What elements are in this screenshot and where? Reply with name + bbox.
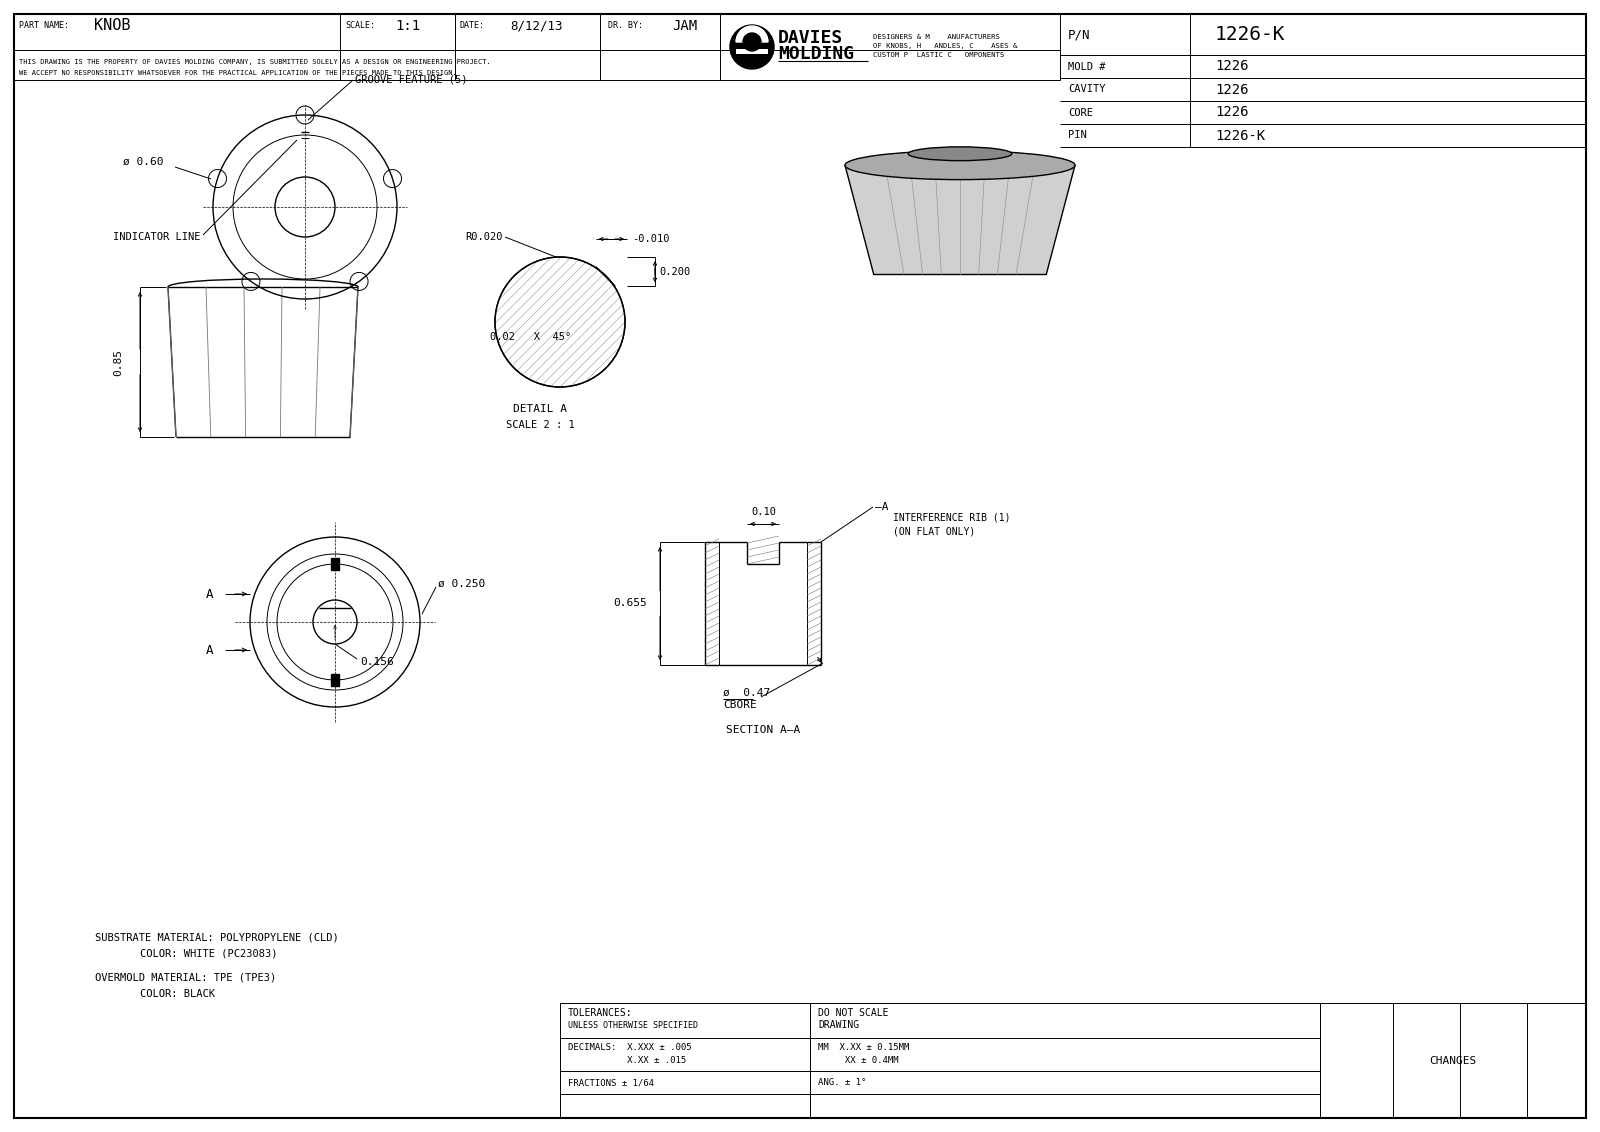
Text: UNLESS OTHERWISE SPECIFIED: UNLESS OTHERWISE SPECIFIED — [568, 1021, 698, 1030]
Text: DECIMALS:  X.XXX ± .005: DECIMALS: X.XXX ± .005 — [568, 1043, 691, 1052]
Circle shape — [494, 257, 626, 387]
Text: WE ACCEPT NO RESPONSIBILITY WHATSOEVER FOR THE PRACTICAL APPLICATION OF THE PIEC: WE ACCEPT NO RESPONSIBILITY WHATSOEVER F… — [19, 70, 456, 76]
Text: SECTION A–A: SECTION A–A — [726, 724, 800, 735]
Text: A: A — [206, 643, 214, 657]
Text: 8/12/13: 8/12/13 — [510, 19, 563, 33]
Text: FRACTIONS ± 1/64: FRACTIONS ± 1/64 — [568, 1078, 654, 1087]
Text: (ON FLAT ONLY): (ON FLAT ONLY) — [893, 526, 976, 535]
Text: MOLD #: MOLD # — [1069, 61, 1106, 71]
Polygon shape — [845, 165, 1075, 274]
Text: XX ± 0.4MM: XX ± 0.4MM — [818, 1056, 899, 1065]
Bar — [331, 674, 339, 686]
Text: 1226: 1226 — [1214, 83, 1248, 96]
Text: OVERMOLD MATERIAL: TPE (TPE3): OVERMOLD MATERIAL: TPE (TPE3) — [94, 972, 277, 981]
Text: 0.85: 0.85 — [114, 349, 123, 376]
Text: ø  0.47: ø 0.47 — [723, 688, 770, 698]
Text: JAM: JAM — [672, 19, 698, 33]
Text: ø 0.60: ø 0.60 — [123, 157, 163, 168]
Text: CORE: CORE — [1069, 108, 1093, 118]
Text: DO NOT SCALE: DO NOT SCALE — [818, 1007, 888, 1018]
Text: DAVIES: DAVIES — [778, 29, 843, 48]
Text: 0.200: 0.200 — [659, 267, 690, 276]
Circle shape — [742, 33, 762, 51]
Text: CHANGES: CHANGES — [1429, 1055, 1477, 1065]
Ellipse shape — [909, 147, 1011, 161]
Text: MM  X.XX ± 0.15MM: MM X.XX ± 0.15MM — [818, 1043, 909, 1052]
Wedge shape — [736, 26, 768, 42]
Text: CAVITY: CAVITY — [1069, 85, 1106, 94]
Text: COLOR: BLACK: COLOR: BLACK — [141, 989, 214, 1000]
Text: A: A — [206, 588, 214, 600]
Text: DATE:: DATE: — [461, 22, 485, 31]
Text: 0.156: 0.156 — [360, 657, 394, 667]
Text: DR. BY:: DR. BY: — [608, 22, 643, 31]
Circle shape — [730, 25, 774, 69]
Text: DETAIL A: DETAIL A — [514, 404, 566, 414]
Text: R0.020: R0.020 — [466, 232, 502, 242]
Text: GROOVE FEATURE (5): GROOVE FEATURE (5) — [355, 75, 467, 85]
Text: 1226: 1226 — [1214, 60, 1248, 74]
Text: DRAWING: DRAWING — [818, 1021, 859, 1030]
Text: P/N: P/N — [1069, 28, 1091, 41]
Text: SUBSTRATE MATERIAL: POLYPROPYLENE (CLD): SUBSTRATE MATERIAL: POLYPROPYLENE (CLD) — [94, 932, 339, 942]
Text: COLOR: WHITE (PC23083): COLOR: WHITE (PC23083) — [141, 949, 277, 959]
Bar — [331, 558, 339, 571]
Text: MOLDING: MOLDING — [778, 45, 854, 63]
Ellipse shape — [845, 151, 1075, 180]
Text: OF KNOBS, H   ANDLES, C    ASES &: OF KNOBS, H ANDLES, C ASES & — [874, 43, 1018, 49]
Text: ANG. ± 1°: ANG. ± 1° — [818, 1078, 866, 1087]
Text: SCALE 2 : 1: SCALE 2 : 1 — [506, 420, 574, 430]
Text: —A: —A — [875, 501, 888, 512]
Text: SCALE:: SCALE: — [346, 22, 374, 31]
Text: 1226-K: 1226-K — [1214, 25, 1285, 44]
Text: CBORE: CBORE — [723, 700, 757, 710]
Text: INTERFERENCE RIB (1): INTERFERENCE RIB (1) — [893, 512, 1011, 522]
Text: ø 0.250: ø 0.250 — [438, 578, 485, 589]
Text: PIN: PIN — [1069, 130, 1086, 140]
Text: -0.010: -0.010 — [632, 234, 669, 245]
Text: PART NAME:: PART NAME: — [19, 22, 69, 31]
Text: INDICATOR LINE: INDICATOR LINE — [114, 232, 200, 242]
Text: 1226-K: 1226-K — [1214, 129, 1266, 143]
Text: THIS DRAWING IS THE PROPERTY OF DAVIES MOLDING COMPANY, IS SUBMITTED SOLELY AS A: THIS DRAWING IS THE PROPERTY OF DAVIES M… — [19, 59, 491, 65]
Text: 0.10: 0.10 — [750, 507, 776, 517]
Text: X.XX ± .015: X.XX ± .015 — [568, 1056, 686, 1065]
Bar — [736, 49, 768, 54]
Text: DESIGNERS & M    ANUFACTURERS: DESIGNERS & M ANUFACTURERS — [874, 34, 1000, 40]
Text: TOLERANCES:: TOLERANCES: — [568, 1007, 632, 1018]
Text: KNOB: KNOB — [94, 18, 131, 34]
Text: 1226: 1226 — [1214, 105, 1248, 120]
Text: CUSTOM P  LASTIC C   OMPONENTS: CUSTOM P LASTIC C OMPONENTS — [874, 52, 1005, 58]
Text: 1:1: 1:1 — [395, 19, 421, 33]
Text: 0.655: 0.655 — [613, 599, 646, 609]
Text: 0.02   X  45°: 0.02 X 45° — [490, 332, 571, 342]
